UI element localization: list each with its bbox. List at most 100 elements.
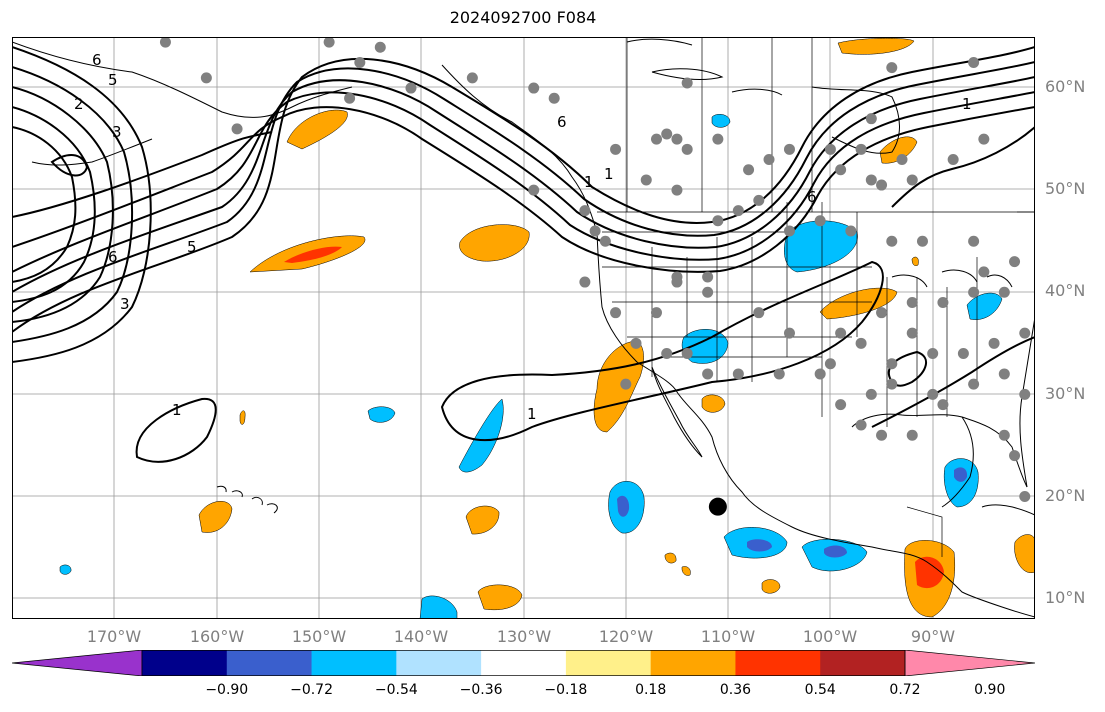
patch-gulf-mexico bbox=[943, 458, 979, 508]
station-dot bbox=[323, 37, 335, 48]
colorbar-outline bbox=[141, 650, 906, 676]
station-dot bbox=[773, 368, 785, 380]
station-dot bbox=[906, 327, 918, 339]
contour-1-southwest bbox=[440, 260, 884, 442]
colorbar-tick-label: −0.72 bbox=[290, 682, 333, 698]
colorbar-tick-label: 0.90 bbox=[974, 682, 1006, 698]
station-dot bbox=[712, 133, 724, 145]
alaska-peninsula bbox=[12, 41, 353, 118]
station-dot bbox=[824, 358, 836, 370]
storm-center-marker bbox=[708, 497, 727, 516]
colorbar-tick-label: 0.72 bbox=[889, 682, 921, 698]
gridlines bbox=[12, 37, 1035, 619]
station-dot bbox=[650, 307, 662, 319]
station-dot bbox=[1019, 388, 1031, 400]
lon-label-150w: 150°W bbox=[291, 627, 347, 646]
station-dot bbox=[865, 174, 877, 186]
station-dot bbox=[906, 174, 918, 186]
station-dot bbox=[927, 348, 939, 360]
station-dot bbox=[702, 271, 714, 283]
station-dot bbox=[589, 225, 601, 237]
station-dot bbox=[886, 358, 898, 370]
station-dot bbox=[671, 184, 683, 196]
lon-label-130w: 130°W bbox=[496, 627, 552, 646]
colorbar-segment bbox=[311, 650, 397, 676]
station-dot bbox=[743, 164, 755, 176]
colorbar bbox=[12, 650, 1035, 676]
station-dot bbox=[968, 235, 980, 247]
contour-1-pacific bbox=[135, 397, 217, 463]
hawaii bbox=[216, 485, 278, 514]
station-dot bbox=[998, 368, 1010, 380]
negative-anomaly-patches bbox=[59, 114, 1003, 619]
station-dot bbox=[528, 184, 540, 196]
contour-labels: 6 5 3 2 6 5 3 1 6 1 1 6 1 1 bbox=[74, 51, 972, 423]
contour-label: 1 bbox=[604, 165, 614, 183]
arctic-islands bbox=[626, 38, 783, 96]
colorbar-segment bbox=[565, 650, 652, 676]
cuba bbox=[981, 504, 1035, 516]
station-dot bbox=[732, 368, 744, 380]
colorbar-segment bbox=[735, 650, 821, 676]
contour-label: 1 bbox=[527, 405, 537, 423]
colorbar-tick-label: −0.36 bbox=[459, 682, 503, 698]
colorbar-segment bbox=[820, 650, 906, 676]
station-dot bbox=[712, 215, 724, 227]
station-dot bbox=[814, 368, 826, 380]
lat-label-40n: 40°N bbox=[1045, 281, 1086, 300]
station-dot bbox=[968, 286, 980, 298]
station-dot bbox=[855, 143, 867, 155]
colorbar-segment bbox=[226, 650, 313, 676]
station-dot bbox=[957, 348, 969, 360]
station-dot bbox=[610, 307, 622, 319]
station-dot bbox=[855, 337, 867, 349]
station-dot bbox=[783, 327, 795, 339]
station-dot bbox=[855, 419, 867, 431]
station-dot bbox=[661, 348, 673, 360]
station-dot bbox=[681, 143, 693, 155]
map-panel: 6 5 3 2 6 5 3 1 6 1 1 6 1 1 bbox=[12, 37, 1035, 619]
lon-label-140w: 140°W bbox=[393, 627, 449, 646]
colorbar-tick-label: −0.90 bbox=[205, 682, 249, 698]
contour-label: 2 bbox=[74, 95, 84, 113]
colorbar-tick-label: −0.18 bbox=[544, 682, 588, 698]
station-dot bbox=[886, 235, 898, 247]
station-dot bbox=[620, 378, 632, 390]
station-dot bbox=[906, 296, 918, 308]
contour-label: 1 bbox=[584, 173, 594, 191]
lat-label-60n: 60°N bbox=[1045, 77, 1086, 96]
patch-hudson bbox=[837, 37, 915, 55]
station-dot bbox=[763, 154, 775, 166]
colorbar-tick-label: 0.36 bbox=[719, 682, 752, 698]
station-dot bbox=[824, 143, 836, 155]
station-dot bbox=[200, 72, 212, 84]
station-dot bbox=[835, 399, 847, 411]
colorbar-segment bbox=[142, 650, 228, 676]
lon-label-120w: 120°W bbox=[598, 627, 654, 646]
station-dot bbox=[937, 399, 949, 411]
station-dot bbox=[671, 271, 683, 283]
station-dot bbox=[906, 429, 918, 441]
station-dot bbox=[681, 77, 693, 89]
station-dot bbox=[988, 337, 1000, 349]
station-dot bbox=[661, 128, 673, 140]
station-dot bbox=[876, 429, 888, 441]
colorbar-segment bbox=[396, 650, 482, 676]
lat-label-30n: 30°N bbox=[1045, 384, 1086, 403]
lon-label-100w: 100°W bbox=[802, 627, 858, 646]
station-dot bbox=[374, 41, 386, 53]
station-dot bbox=[405, 82, 417, 94]
station-dot bbox=[599, 235, 611, 247]
station-dot bbox=[753, 194, 765, 206]
contour-label: 3 bbox=[120, 295, 130, 313]
station-dot bbox=[865, 113, 877, 125]
patch-baja bbox=[593, 341, 644, 433]
station-dot bbox=[783, 143, 795, 155]
station-dot bbox=[865, 388, 877, 400]
station-dot bbox=[886, 378, 898, 390]
station-markers bbox=[159, 37, 1031, 502]
contours bbox=[12, 46, 1035, 463]
station-dot bbox=[916, 235, 928, 247]
contour-label: 6 bbox=[807, 188, 817, 206]
station-dot bbox=[681, 348, 693, 360]
